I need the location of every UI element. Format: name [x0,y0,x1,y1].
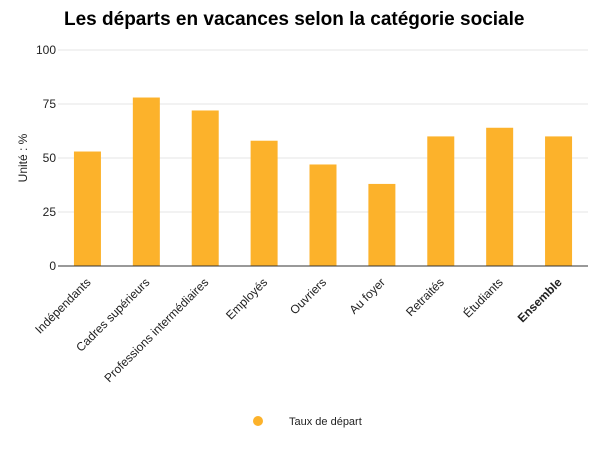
y-axis-ticks: 0 25 50 75 100 [36,43,56,273]
legend-swatch [253,416,263,426]
y-tick-label: 25 [43,205,57,219]
bar [368,183,396,266]
x-tick-label: Au foyer [347,275,389,317]
x-tick-label: Ouvriers [287,275,329,317]
x-tick-label: Ensemble [515,275,565,325]
bar [486,127,514,266]
bar [545,136,573,266]
x-tick-label: Retraités [403,275,447,319]
bar-series [73,97,573,267]
chart-title: Les départs en vacances selon la catégor… [64,9,524,30]
y-tick-label: 50 [43,151,57,165]
bar [309,164,337,266]
y-tick-label: 75 [43,97,57,111]
y-tick-label: 0 [49,259,56,273]
bar [73,151,101,266]
x-tick-label: Étudiants [460,275,506,321]
bar [250,140,278,266]
y-axis-label: Unité : % [16,133,30,182]
x-tick-label: Employés [223,275,270,322]
x-tick-label: Professions intermédiaires [101,275,211,385]
bar [191,110,219,266]
bar [427,136,455,266]
x-tick-label: Indépendants [32,275,93,336]
bar [132,97,160,267]
legend-label: Taux de départ [289,416,362,428]
y-tick-label: 100 [36,43,56,57]
legend: Taux de départ [253,416,362,428]
